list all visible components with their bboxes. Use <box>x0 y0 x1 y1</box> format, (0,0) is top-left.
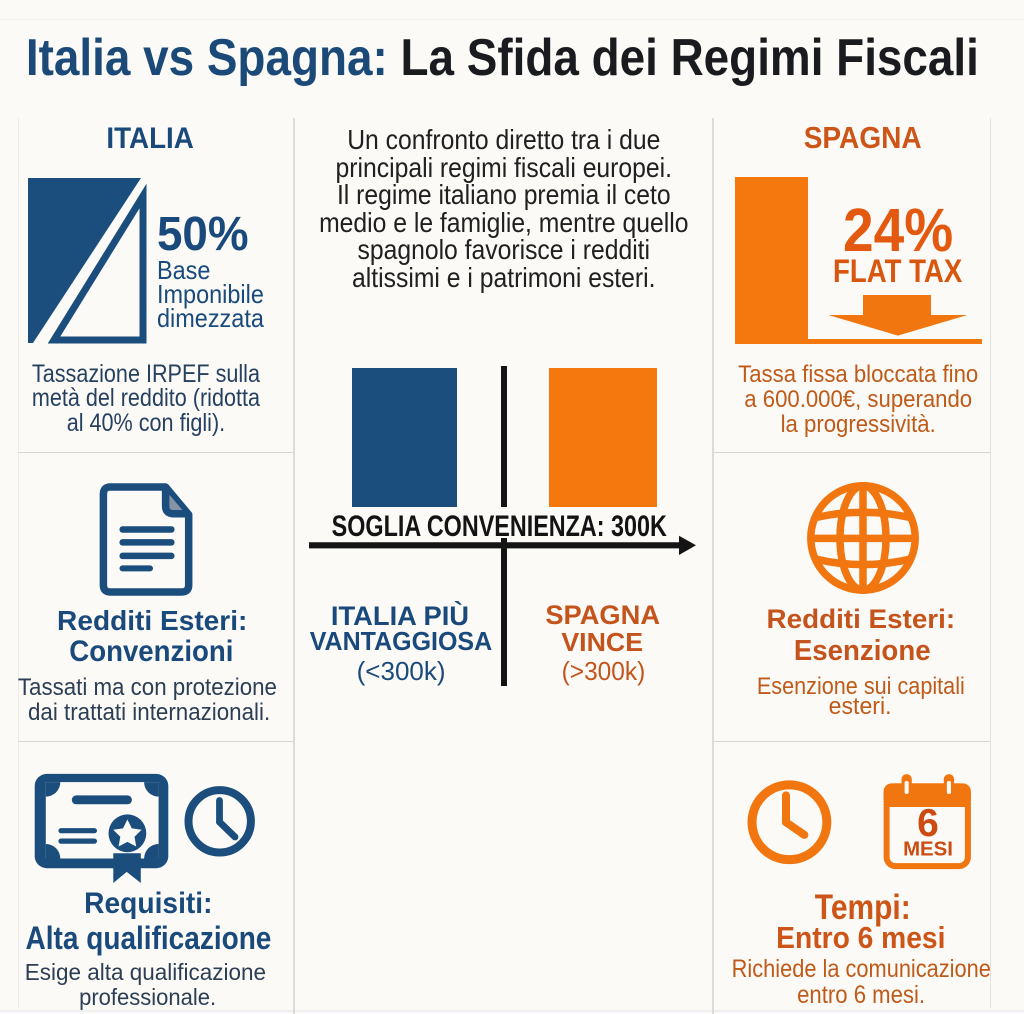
svg-text:6: 6 <box>917 802 939 845</box>
svg-text:MESI: MESI <box>903 839 953 861</box>
